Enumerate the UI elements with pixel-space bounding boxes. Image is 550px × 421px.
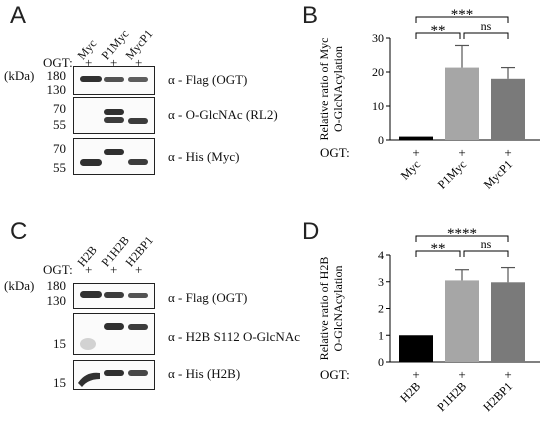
chart-d-bar-0 (399, 335, 433, 362)
blot-a-his-myc-bands (80, 149, 148, 166)
blot-c-flag-ogt (73, 283, 155, 309)
ogt-plus-a-1: + (85, 55, 93, 70)
chart-b-ytick-label: 10 (372, 99, 384, 113)
blot-a-flag-ogt-bands (80, 76, 148, 82)
chart-b-bar-2 (491, 78, 525, 140)
ogt-plus-c-1: + (85, 262, 93, 277)
chart-b-bar-1 (445, 67, 479, 140)
chart-b-ytick-label: 0 (378, 133, 384, 147)
chart-b-ylabel-line2: O-GlcNAcylation (331, 46, 345, 132)
blot-label-c-h2b-s112: α - H2B S112 O-GlcNAc (168, 329, 300, 344)
chart-d-ytick-label: 2 (378, 302, 384, 316)
chart-b-sig-label-2: ns (481, 19, 492, 33)
chart-d-sig-bracket-2 (463, 250, 509, 257)
chart-b-sig-bracket-1 (415, 16, 509, 23)
blot-c-his-h2b-bands (78, 370, 148, 387)
chart-d-ylabel-line1: Relative ratio of H2B (317, 257, 331, 361)
panel-letter-b: B (302, 2, 319, 29)
chart-d-ytick-label: 4 (378, 248, 384, 262)
chart-b-category-label-2: MycP1 (481, 157, 515, 191)
blot-label-a-his: α - His (Myc) (168, 149, 240, 164)
ogt-label-c: OGT: (43, 262, 73, 277)
chart-d-bar-1 (445, 280, 479, 362)
chart-b-bar-0 (399, 136, 433, 140)
chart-d-sig-label-0: ** (431, 241, 446, 257)
blot-c-h2b-s112 (73, 313, 155, 355)
chart-d-category-label-0: H2B (397, 379, 423, 405)
chart-d-ytick-label: 1 (378, 328, 384, 342)
chart-b-category-label-1: P1Myc (435, 157, 469, 191)
marker-a2-70: 70 (53, 101, 66, 116)
panel-letter-a: A (10, 2, 27, 29)
chart-b: 0 10 20 30 Relative ratio of Myc O-GlcNAcylat… (317, 7, 540, 192)
chart-b-ogt-label: OGT: (320, 145, 350, 160)
chart-d-category-label-2: H2BP1 (480, 379, 515, 414)
chart-d-ogt-plus-2: + (504, 367, 511, 382)
chart-b-ytick-label: 20 (372, 65, 384, 79)
chart-d-sig-bracket-0 (415, 250, 461, 257)
blot-label-a-oglcnac: α - O-GlcNAc (RL2) (168, 107, 278, 122)
chart-d-sig-label-2: ns (481, 237, 492, 251)
chart-d: 0 1 2 3 4 Relative ratio of H2B O-GlcNAcylatio… (317, 226, 540, 414)
marker-a3-70: 70 (53, 141, 66, 156)
kda-label-a: (kDa) (4, 68, 35, 83)
blot-a-flag-ogt (73, 66, 155, 95)
marker-a3-55: 55 (53, 160, 66, 175)
chart-b-category-label-0: Myc (398, 157, 423, 182)
chart-d-sig-bracket-1 (415, 235, 509, 242)
chart-d-bar-2 (491, 282, 525, 362)
chart-b-ytick-label: 30 (372, 31, 384, 45)
blot-c-his-h2b (73, 360, 155, 390)
kda-label-c: (kDa) (4, 278, 35, 293)
blot-a-oglcnac-bands (104, 109, 148, 124)
chart-d-ytick-label: 0 (378, 355, 384, 369)
marker-c2-15: 15 (53, 336, 66, 351)
marker-a1-180: 180 (46, 68, 67, 83)
marker-c1-130: 130 (46, 293, 67, 308)
marker-a2-55: 55 (53, 117, 66, 132)
chart-d-ogt-plus-1: + (458, 367, 465, 382)
chart-b-sig-bracket-2 (463, 32, 509, 39)
panel-letter-d: D (302, 218, 320, 245)
ogt-plus-a-2: + (110, 55, 118, 70)
chart-b-ylabel-line1: Relative ratio of Myc (317, 38, 331, 141)
chart-d-ogt-plus-0: + (412, 367, 419, 382)
chart-b-sig-bracket-0 (415, 32, 461, 39)
ogt-plus-a-3: + (135, 55, 143, 70)
chart-d-ytick-label: 3 (378, 275, 384, 289)
blot-c-flag-ogt-bands (80, 291, 148, 298)
marker-a1-130: 130 (46, 82, 67, 97)
chart-b-sig-label-1: *** (451, 7, 474, 23)
panel-letter-c: C (10, 218, 28, 245)
chart-b-sig-label-0: ** (431, 23, 446, 39)
marker-c1-180: 180 (46, 278, 67, 293)
blot-a-his-myc (73, 138, 155, 175)
blot-c-h2b-s112-bands (80, 323, 148, 350)
chart-b-ogt-plus-2: + (504, 145, 511, 160)
chart-d-ogt-label: OGT: (320, 367, 350, 382)
chart-d-category-label-1: P1H2B (434, 379, 469, 414)
chart-d-sig-label-1: **** (447, 226, 477, 242)
ogt-label-a: OGT: (43, 55, 73, 70)
blot-label-a-flag: α - Flag (OGT) (168, 72, 248, 87)
chart-b-ogt-plus-0: + (412, 145, 419, 160)
blot-a-oglcnac (73, 97, 155, 134)
ogt-plus-c-2: + (110, 262, 118, 277)
chart-d-ylabel-line2: O-GlcNAcylation (331, 266, 345, 352)
blot-label-c-his: α - His (H2B) (168, 366, 241, 381)
marker-c3-15: 15 (53, 375, 66, 390)
chart-b-ogt-plus-1: + (458, 145, 465, 160)
blot-label-c-flag: α - Flag (OGT) (168, 290, 248, 305)
ogt-plus-c-3: + (135, 262, 143, 277)
